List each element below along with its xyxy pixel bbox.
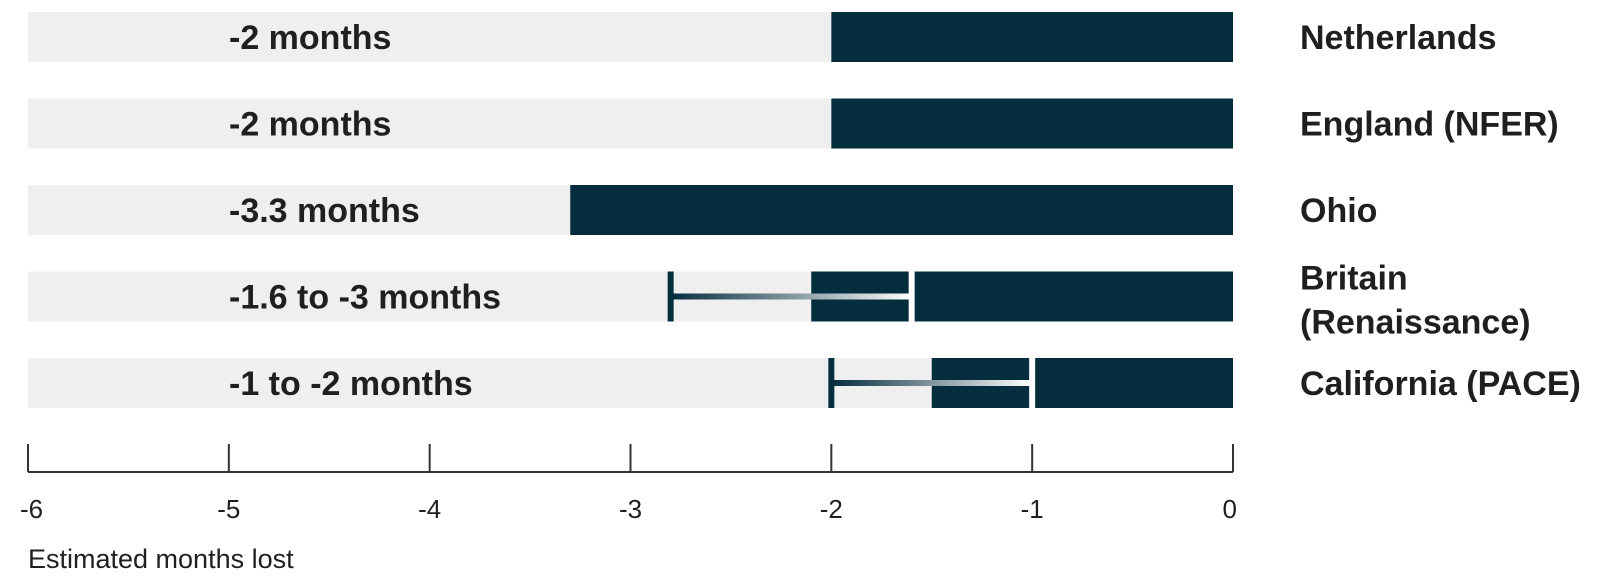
range-label: -1 to -2 months [229, 365, 473, 403]
region-label-line: Britain [1300, 260, 1408, 298]
region-label-line: England (NFER) [1300, 106, 1559, 144]
bar-row: -3.3 months Ohio [28, 185, 1377, 235]
range-line [831, 380, 1033, 386]
x-axis-title: Estimated months lost [28, 544, 294, 574]
range-label: -1.6 to -3 months [229, 279, 501, 317]
range-label: -2 months [229, 19, 391, 57]
range-cap-low [667, 271, 674, 322]
bar-row: -1.6 to -3 months Britain (Renaissance) [28, 260, 1531, 342]
range-line [670, 293, 912, 300]
x-tick-label: -1 [1021, 494, 1044, 524]
x-tick-label: -2 [820, 494, 843, 524]
region-label-line: California (PACE) [1300, 365, 1581, 403]
bar [831, 12, 1233, 62]
bar-row: -1 to -2 months California (PACE) [28, 358, 1581, 408]
range-label: -2 months [229, 106, 391, 144]
bar-row: -2 months Netherlands [28, 12, 1497, 62]
bar-rows: -2 months Netherlands -2 months England (NF… [28, 12, 1581, 408]
x-tick-label: -5 [217, 494, 240, 524]
bar-row: -2 months England (NFER) [28, 98, 1559, 149]
x-axis: -6 -5 -4 -3 -2 -1 0 [20, 444, 1237, 524]
region-label: Netherlands [1300, 19, 1497, 57]
region-label-line: Ohio [1300, 192, 1377, 230]
bar [831, 98, 1233, 149]
bar [570, 185, 1233, 235]
region-label: England (NFER) [1300, 106, 1559, 144]
range-cap-high [908, 271, 915, 322]
region-label: California (PACE) [1300, 365, 1581, 403]
region-label: Britain (Renaissance) [1300, 260, 1531, 342]
region-label-line: Netherlands [1300, 19, 1497, 57]
range-cap-high [1029, 358, 1036, 408]
x-tick-label: 0 [1223, 494, 1237, 524]
x-tick-label: -4 [418, 494, 441, 524]
x-tick-label: -6 [20, 494, 43, 524]
region-label-line: (Renaissance) [1300, 304, 1531, 342]
region-label: Ohio [1300, 192, 1377, 230]
range-cap-low [828, 358, 835, 408]
x-tick-label: -3 [619, 494, 642, 524]
range-label: -3.3 months [229, 192, 420, 230]
